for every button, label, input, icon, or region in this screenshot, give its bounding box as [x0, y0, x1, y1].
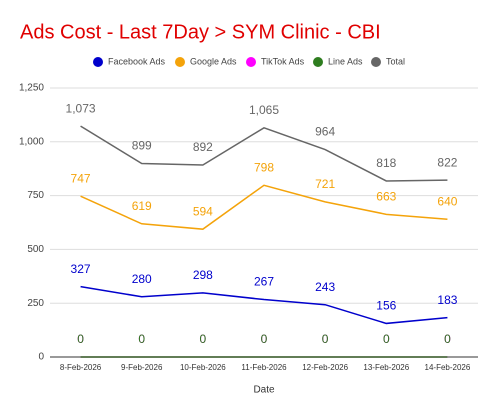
x-tick-label: 14-Feb-2026	[425, 363, 471, 372]
data-label: 892	[193, 140, 213, 154]
x-axis-label: Date	[253, 385, 275, 396]
data-label: 747	[71, 171, 91, 185]
x-tick-label: 9-Feb-2026	[121, 363, 163, 372]
data-label: 594	[193, 204, 213, 218]
data-label: 156	[376, 299, 396, 313]
x-tick-label: 12-Feb-2026	[302, 363, 348, 372]
series-line	[80, 125, 448, 182]
legend-marker	[371, 57, 381, 67]
y-tick-label: 500	[27, 244, 44, 255]
data-label: 0	[77, 332, 84, 346]
y-tick-label: 750	[27, 190, 44, 201]
data-label: 0	[383, 332, 390, 346]
data-label: 0	[444, 332, 451, 346]
data-label: 298	[193, 268, 213, 282]
data-label: 183	[437, 293, 457, 307]
legend-marker	[246, 57, 256, 67]
data-label: 0	[200, 332, 207, 346]
legend-label: Total	[386, 56, 405, 66]
data-label: 0	[444, 332, 451, 346]
data-label: 0	[138, 332, 145, 346]
data-label: 663	[376, 189, 396, 203]
data-label: 0	[200, 332, 207, 346]
data-label: 327	[71, 262, 91, 276]
data-label: 619	[132, 199, 152, 213]
y-tick-label: 250	[27, 298, 44, 309]
data-label: 0	[383, 332, 390, 346]
legend-marker	[93, 57, 103, 67]
data-label: 818	[376, 156, 396, 170]
data-label: 964	[315, 125, 335, 139]
data-label: 243	[315, 280, 335, 294]
data-label: 822	[437, 155, 457, 169]
data-label: 1,065	[249, 103, 279, 117]
data-label: 899	[132, 139, 152, 153]
x-tick-label: 10-Feb-2026	[180, 363, 226, 372]
legend-label: Facebook Ads	[108, 56, 166, 66]
x-tick-label: 8-Feb-2026	[60, 363, 102, 372]
data-label: 640	[437, 194, 457, 208]
data-label: 0	[77, 332, 84, 346]
data-label: 1,073	[66, 101, 96, 115]
data-label: 0	[138, 332, 145, 346]
legend-label: Google Ads	[190, 56, 237, 66]
y-tick-label: 1,000	[19, 136, 44, 147]
data-label: 280	[132, 272, 152, 286]
y-tick-label: 0	[38, 352, 44, 363]
data-label: 267	[254, 275, 274, 289]
data-label: 0	[322, 332, 329, 346]
series-line	[80, 184, 448, 230]
legend-label: TikTok Ads	[261, 56, 305, 66]
data-label: 0	[322, 332, 329, 346]
legend-marker	[313, 57, 323, 67]
data-label: 0	[261, 332, 268, 346]
y-tick-label: 1,250	[19, 83, 44, 94]
x-tick-label: 13-Feb-2026	[363, 363, 409, 372]
legend-marker	[175, 57, 185, 67]
data-label: 721	[315, 177, 335, 191]
data-label: 0	[261, 332, 268, 346]
x-tick-label: 11-Feb-2026	[241, 363, 287, 372]
legend-label: Line Ads	[328, 56, 363, 66]
series-line	[80, 285, 448, 325]
chart-title: Ads Cost - Last 7Day > SYM Clinic - CBI	[20, 21, 381, 43]
data-label: 798	[254, 160, 274, 174]
